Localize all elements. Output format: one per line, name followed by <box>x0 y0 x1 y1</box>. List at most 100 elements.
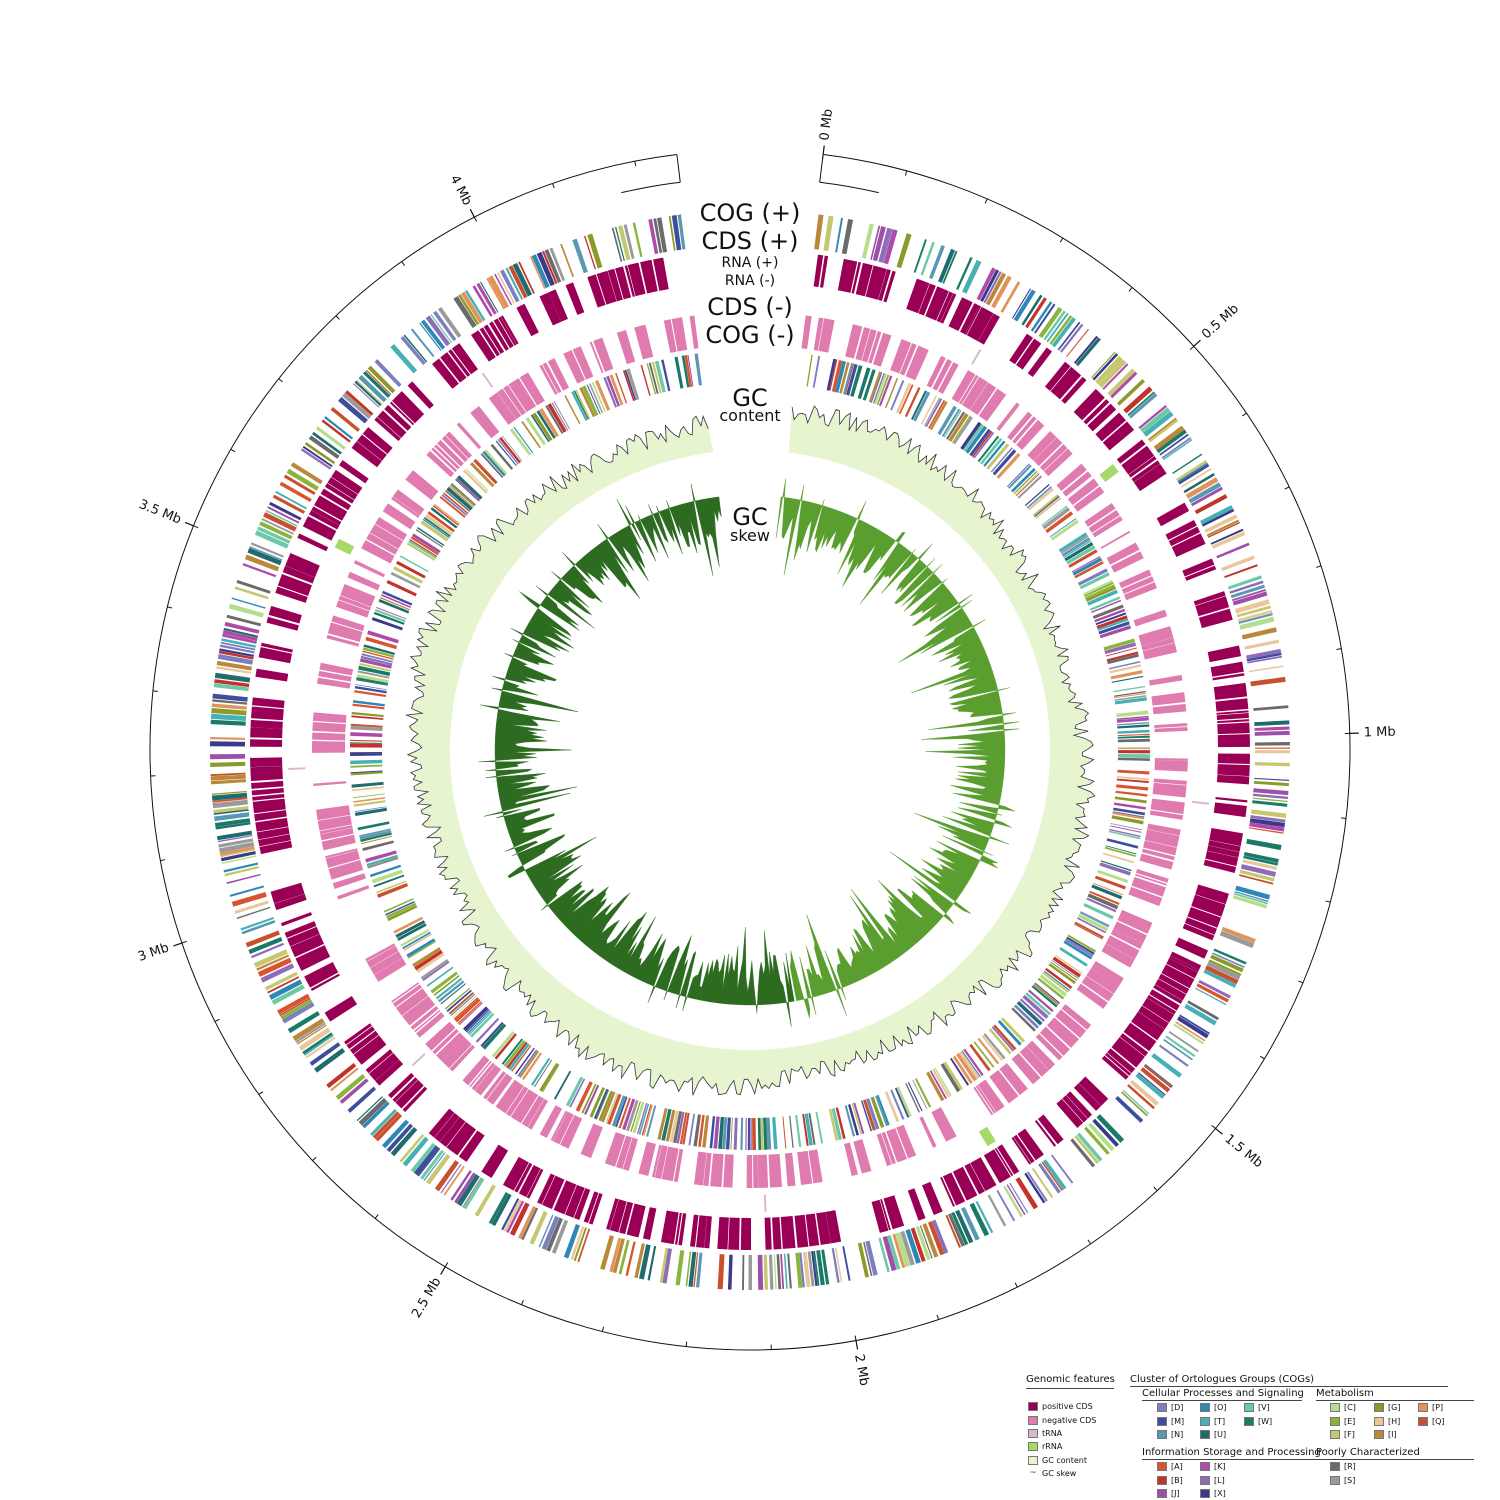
cog-feature <box>960 421 982 450</box>
cog-feature <box>430 507 458 529</box>
cds-plus-feature <box>314 495 348 521</box>
cds-plus-feature <box>1087 403 1117 432</box>
cds-minus-feature <box>437 440 464 467</box>
cog-feature <box>1099 862 1131 876</box>
cds-plus-feature <box>1073 1083 1102 1111</box>
cog-feature <box>865 1240 878 1276</box>
cog-feature <box>386 902 417 919</box>
cog-feature <box>1114 796 1147 804</box>
major-tick <box>173 942 183 947</box>
cog-feature <box>1043 970 1071 991</box>
cds-plus-feature <box>1195 884 1229 905</box>
cog-feature <box>367 857 399 869</box>
cds-plus-feature <box>311 506 342 526</box>
cog-feature <box>1117 729 1150 734</box>
cog-feature <box>308 435 340 459</box>
cog-feature <box>638 1103 650 1135</box>
cog-feature <box>1180 468 1212 488</box>
cds-minus-feature <box>881 1131 896 1165</box>
cds-plus-feature <box>471 330 496 362</box>
cog-feature <box>1034 982 1060 1004</box>
cog-feature <box>932 1068 950 1098</box>
cds-minus-feature <box>391 982 420 1003</box>
cog-feature <box>420 520 449 542</box>
cds-plus-feature <box>871 1199 889 1233</box>
cog-feature <box>574 389 591 420</box>
cog-feature <box>828 1108 839 1141</box>
cds-minus-feature <box>431 447 458 473</box>
cog-feature <box>503 1199 522 1232</box>
cog-feature <box>782 1116 787 1149</box>
cds-plus-feature <box>565 1184 585 1218</box>
cog-feature <box>591 381 606 413</box>
cog-feature <box>214 812 250 822</box>
cog-feature <box>1049 315 1073 345</box>
cds-plus-feature <box>1193 591 1226 606</box>
cog-feature <box>463 1006 489 1032</box>
cog-feature <box>350 732 383 738</box>
cog-feature <box>470 1012 495 1038</box>
cog-feature <box>506 1041 528 1069</box>
cog-feature <box>870 372 883 403</box>
cog-feature <box>330 407 360 432</box>
cog-feature <box>563 1224 581 1259</box>
cog-feature <box>302 1032 333 1055</box>
cog-feature <box>385 900 415 916</box>
cog-feature <box>890 380 905 411</box>
cds-plus-feature <box>553 1180 577 1215</box>
cds-plus-feature <box>1083 399 1110 425</box>
cds-minus-feature <box>353 560 386 578</box>
cds-plus-feature <box>565 282 585 315</box>
cog-feature <box>657 1108 668 1140</box>
cds-plus-feature <box>274 893 307 911</box>
cds-plus-feature <box>1168 526 1201 547</box>
cog-feature <box>1239 616 1275 630</box>
cog-feature <box>494 273 513 306</box>
minor-tick <box>214 1018 220 1022</box>
cds-minus-feature <box>1073 486 1105 512</box>
cog-feature <box>538 1214 554 1248</box>
cog-feature <box>646 1105 657 1137</box>
cog-feature <box>988 1028 1012 1055</box>
cog-feature <box>365 636 398 650</box>
cog-feature <box>234 900 269 914</box>
cog-feature <box>210 761 246 768</box>
cds-plus-feature <box>825 1210 842 1244</box>
cog-feature <box>217 653 254 665</box>
cds-minus-feature <box>542 362 562 394</box>
cog-feature <box>581 385 599 417</box>
cog-feature <box>279 997 311 1017</box>
cog-feature <box>1038 1162 1061 1194</box>
cds-minus-feature <box>340 584 376 607</box>
cog-feature <box>501 435 523 462</box>
cds-plus-feature <box>574 1188 591 1220</box>
cog-feature <box>211 703 247 710</box>
cog-feature <box>407 940 437 959</box>
cds-minus-feature <box>508 378 537 413</box>
cog-feature <box>1116 710 1149 718</box>
major-tick <box>469 208 475 218</box>
cds-plus-feature <box>287 926 320 947</box>
cog-feature <box>551 402 569 431</box>
cog-feature <box>499 436 522 464</box>
cds-minus-feature <box>503 385 527 416</box>
cds-minus-feature <box>931 1107 957 1142</box>
cog-feature <box>656 217 668 253</box>
cog-feature <box>1059 947 1088 967</box>
cog-feature <box>1096 615 1128 629</box>
cog-feature <box>876 1094 890 1126</box>
cog-feature <box>545 405 564 434</box>
cog-feature <box>1114 695 1147 701</box>
cog-feature <box>688 1251 697 1287</box>
major-tick <box>440 1266 446 1275</box>
cog-feature <box>290 462 323 485</box>
cog-feature <box>335 1073 366 1100</box>
cog-feature <box>1039 974 1068 997</box>
cog-feature <box>1252 800 1288 807</box>
cog-feature <box>380 594 412 608</box>
cog-feature <box>1086 897 1117 913</box>
cog-feature <box>360 832 392 842</box>
cds-plus-feature <box>609 1199 627 1233</box>
cog-feature <box>1109 828 1141 838</box>
cog-feature <box>945 1214 961 1248</box>
